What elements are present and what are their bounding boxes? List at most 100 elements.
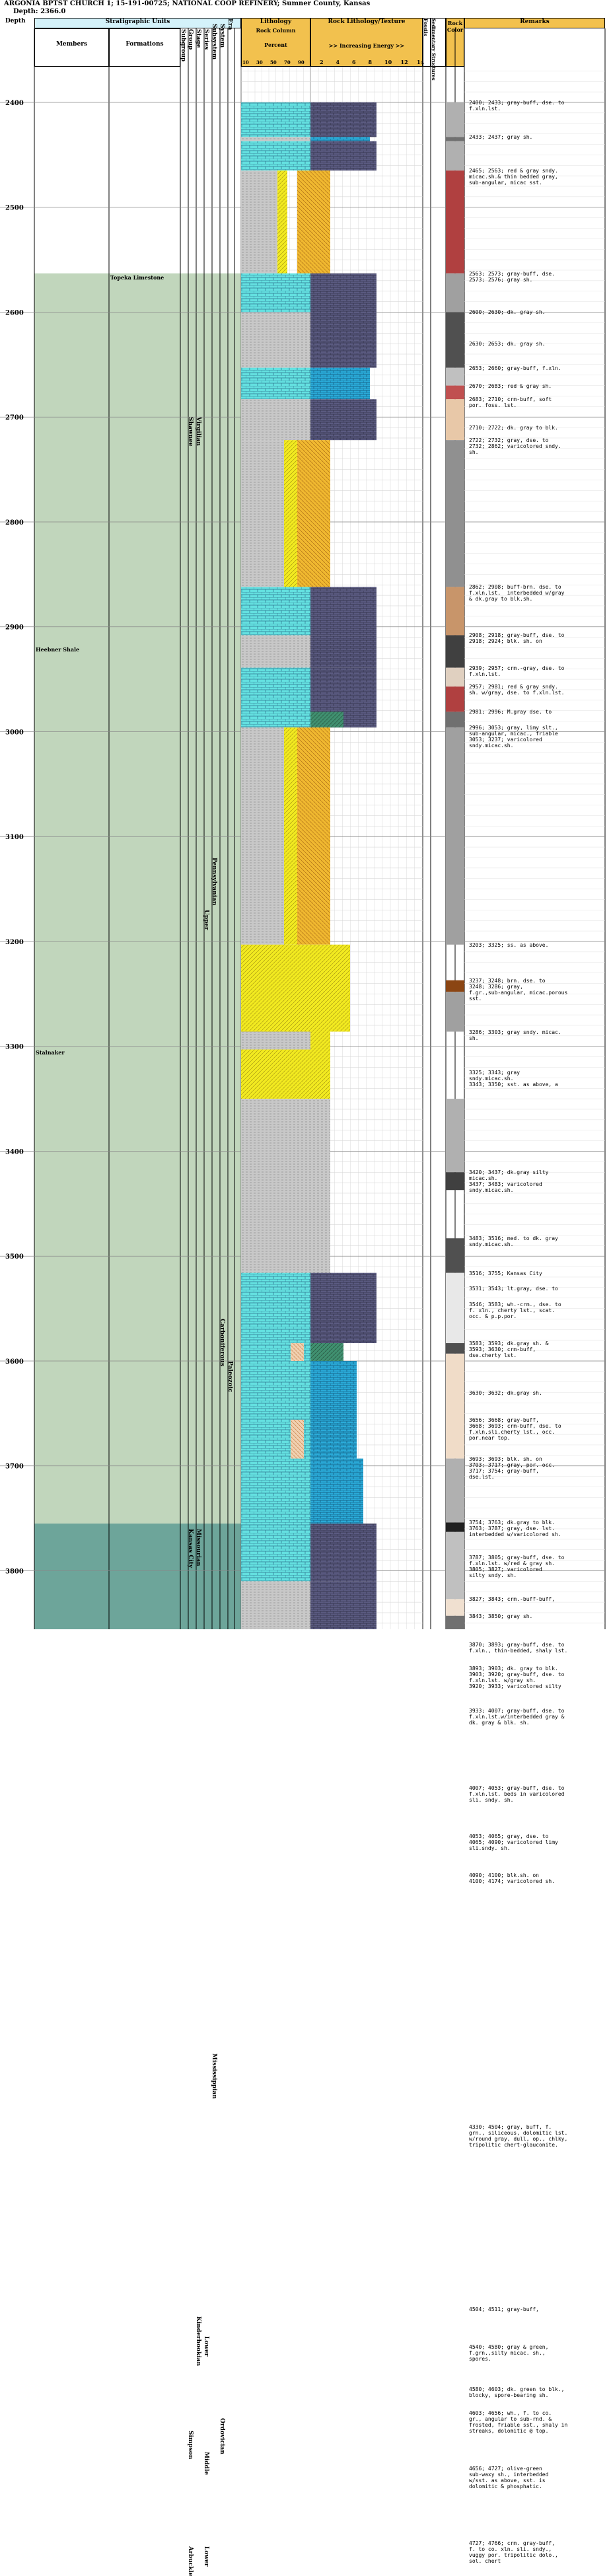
- remarks-label: Remarks: [520, 18, 550, 25]
- lithology-interval: [241, 1272, 310, 1524]
- lithology-interval: [297, 170, 310, 274]
- lithology-interval: [241, 273, 310, 313]
- group-kansas-city: Kansas City: [187, 1528, 194, 1568]
- subsystem-header: Subsystem: [211, 24, 217, 60]
- remark-entry: 4727; 4766; crm. gray-buff, f. to co. xl…: [469, 2540, 558, 2565]
- texture-interval: [310, 944, 350, 1032]
- texture-interval: [310, 1099, 330, 1273]
- texture-interval: [310, 587, 376, 636]
- remark-entry: 2630; 2653; dk. gray sh.: [469, 341, 546, 348]
- lithology-interval: [241, 137, 310, 141]
- texture-interval: [310, 1581, 376, 1629]
- lithology-interval: [277, 170, 287, 274]
- depth-tick-label: 2500: [5, 205, 24, 212]
- remark-entry: 3787; 3805; gray-buff, dse. to f.xln.lst…: [469, 1554, 565, 1578]
- remark-entry: 3656; 3668; gray-buff, 3668; 3693; crm-b…: [469, 1417, 561, 1441]
- rock-color-swatch: [446, 1238, 464, 1273]
- rock-color-header: Rock Color: [446, 18, 464, 67]
- remarks-header: Remarks: [464, 18, 605, 28]
- lithology-interval: [241, 141, 310, 171]
- member-heebner-shale: Heebner Shale: [36, 646, 80, 653]
- remark-entry: 3237; 3248; brn. dse. to 3248; 3286; gra…: [469, 977, 568, 1002]
- strat-band: [34, 67, 241, 274]
- lithology-interval: [241, 1524, 310, 1582]
- rock-color-swatch: [446, 102, 464, 137]
- stage-missourian: Missourian: [195, 1528, 201, 1566]
- depth-subtitle: Depth: 2366.0: [13, 8, 66, 15]
- group-arbuckle: Arbuckle: [187, 2546, 194, 2576]
- remark-entry: 2981; 2996; M.gray dse. to: [469, 709, 552, 716]
- remark-entry: 4007; 4053; gray-buff, dse. to f.xln.lst…: [469, 1785, 565, 1804]
- members-label: Members: [55, 41, 88, 48]
- texture-interval: [310, 1524, 376, 1582]
- lithology-interval: [241, 440, 284, 587]
- rock-color-swatch: [446, 1343, 464, 1354]
- series-upper: Upper: [203, 910, 209, 931]
- texture-interval: [310, 273, 376, 313]
- remark-entry: 4603; 4656; wh., f. to co. gr., angular …: [469, 2410, 568, 2435]
- texture-interval: [310, 399, 376, 441]
- stage-kinderhookian: Kinderhookian: [195, 2316, 201, 2367]
- remark-entry: 2670; 2683; red & gray sh.: [469, 383, 552, 389]
- depth-tick-label: 3200: [5, 939, 24, 946]
- series-lower-ordovician: Lower: [203, 2546, 209, 2567]
- lithology-interval: [241, 312, 310, 368]
- lithology-interval: [241, 367, 310, 400]
- depth-tick-label: 2700: [5, 414, 24, 422]
- series-header: Series: [203, 29, 209, 50]
- texture-interval: [310, 367, 370, 400]
- rock-color-swatch: [446, 312, 464, 368]
- depth-tick-label: 2900: [5, 624, 24, 632]
- rock-color-swatch: [446, 1458, 464, 1523]
- texture-interval: [310, 170, 330, 274]
- depth-tick-label: 2400: [5, 100, 24, 107]
- well-log-chart: 10 30 50 70 90 2 4 6 8 10 12 1424002500260027002800…: [0, 28, 606, 1629]
- texture-interval: [310, 1272, 376, 1343]
- formation-topeka-limestone: Topeka Limestone: [110, 274, 164, 281]
- formations-header: Formations: [109, 28, 180, 67]
- lithology-interval: [241, 170, 277, 274]
- series-middle: Middle: [203, 2451, 209, 2476]
- rock-color-swatch: [446, 440, 464, 587]
- rock-color-swatch: [446, 385, 464, 400]
- rock-color-swatch: [446, 367, 464, 386]
- remark-entry: 3203; 3325; ss. as above.: [469, 941, 549, 948]
- lithology-interval: [241, 1581, 310, 1629]
- texture-label: Rock Lithology/Texture: [328, 18, 406, 25]
- rock-color-swatch: [446, 712, 464, 728]
- lithology-interval: [241, 1031, 310, 1050]
- lithology-interval: [241, 727, 284, 945]
- formations-label: Formations: [125, 41, 164, 48]
- strat-band: [34, 1524, 241, 1629]
- texture-interval: [310, 635, 376, 668]
- lithology-interval: [284, 440, 297, 587]
- texture-interval: [310, 312, 376, 368]
- percent-label: Percent: [264, 42, 287, 48]
- strat-units-header: Stratigraphic Units: [34, 18, 241, 28]
- lithology-interval: [297, 440, 310, 587]
- depth-tick-label: 3600: [5, 1358, 24, 1366]
- texture-interval: [310, 1360, 357, 1459]
- depth-tick-label: 3400: [5, 1148, 24, 1156]
- remark-entry: 3420; 3437; dk.gray silty micac.sh. 3437…: [469, 1169, 549, 1194]
- rock-color-swatch: [446, 1353, 464, 1459]
- lithology-interval: [297, 727, 310, 945]
- texture-interval: [310, 1343, 343, 1361]
- lithology-interval: [241, 1099, 310, 1273]
- remark-entry: 2996; 3053; gray, limy slt., sub-angular…: [469, 725, 558, 749]
- depth-header: Depth: [0, 18, 34, 64]
- lithology-interval: [291, 1343, 304, 1361]
- texture-interval: [310, 727, 330, 945]
- stage-virgilian: Virgilian: [195, 417, 201, 447]
- rock-color-swatch: [446, 137, 464, 141]
- lithology-interval: [241, 399, 310, 441]
- era-header: Era: [227, 18, 233, 30]
- texture-interval: [310, 102, 376, 137]
- rock-color-swatch: [446, 635, 464, 668]
- series-lower: Lower: [203, 2336, 209, 2357]
- texture-interval: [310, 141, 376, 171]
- rock-color-label: Rock Color: [447, 20, 464, 33]
- subgroup-header: Subgroup: [180, 29, 186, 62]
- remark-entry: 2862; 2908; buff-brn. dse. to f.xln.lst.…: [469, 584, 565, 603]
- depth-tick-label: 3300: [5, 1044, 24, 1051]
